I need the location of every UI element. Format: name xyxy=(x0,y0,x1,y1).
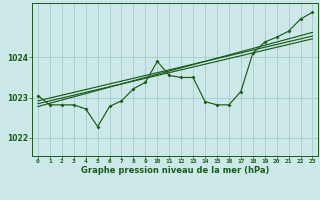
X-axis label: Graphe pression niveau de la mer (hPa): Graphe pression niveau de la mer (hPa) xyxy=(81,166,269,175)
